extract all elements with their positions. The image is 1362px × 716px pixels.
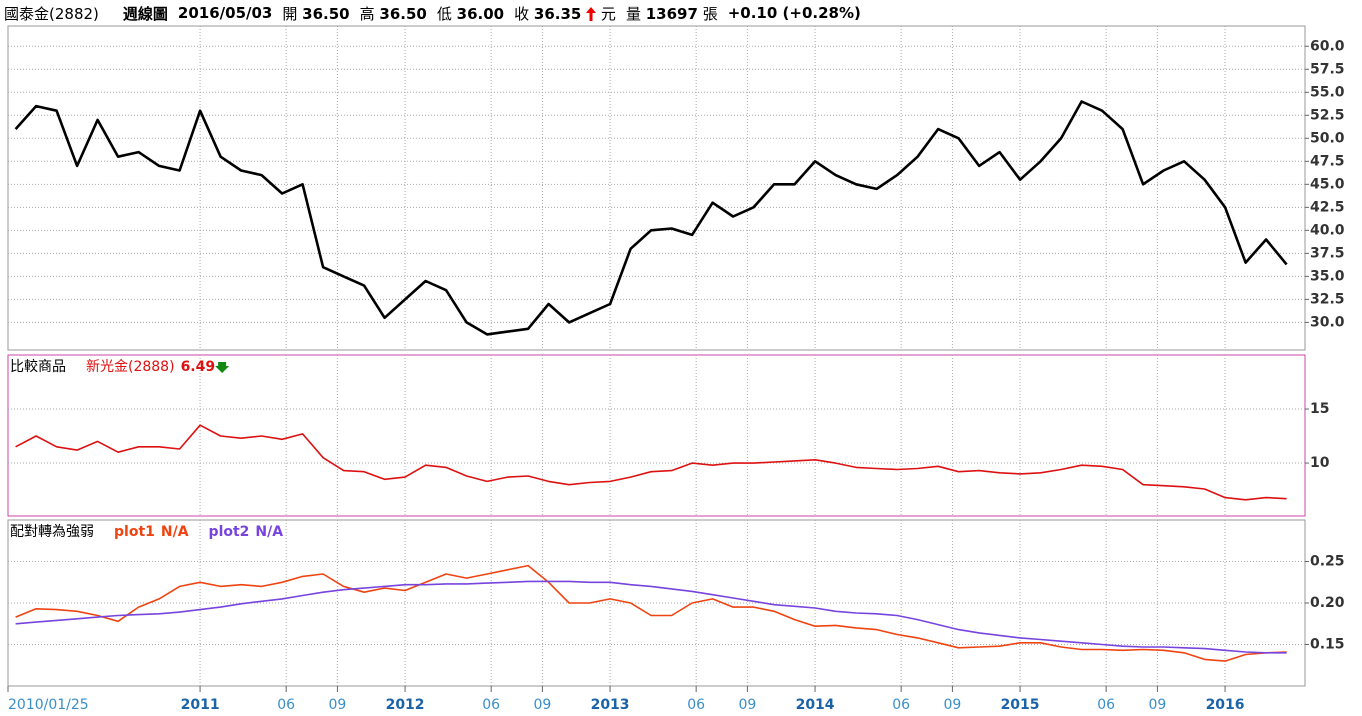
y-tick-label: 45.0 xyxy=(1310,176,1345,192)
unit: 張 xyxy=(702,4,718,23)
x-tick-label: 06 xyxy=(1097,697,1115,713)
y-tick-label: 60.0 xyxy=(1310,38,1345,54)
field: 開 36.50 xyxy=(282,3,349,24)
x-tick-label: 06 xyxy=(892,697,910,713)
y-tick-label: 40.0 xyxy=(1310,222,1345,238)
x-tick-label: 2015 xyxy=(1001,697,1040,713)
panel-frame xyxy=(7,354,1306,517)
legend-value: 6.49 xyxy=(181,359,216,375)
y-tick-label: 55.0 xyxy=(1310,84,1345,100)
y-tick-label: 10 xyxy=(1310,455,1330,471)
y-tick-label: 47.5 xyxy=(1310,153,1345,169)
x-tick-label: 2014 xyxy=(796,697,835,713)
y-tick-label: 32.5 xyxy=(1310,291,1345,307)
legend-name: plot2 xyxy=(209,524,250,540)
y-tick-label: 0.20 xyxy=(1310,595,1345,611)
x-tick-label: 2011 xyxy=(181,697,220,713)
field-value: 36.00 xyxy=(456,4,505,23)
field-label: 收 xyxy=(514,4,530,23)
y-tick-label: 35.0 xyxy=(1310,268,1345,284)
x-tick-label: 06 xyxy=(482,697,500,713)
y-tick-label: 50.0 xyxy=(1310,130,1345,146)
x-tick-label: 09 xyxy=(739,697,757,713)
x-tick-label: 09 xyxy=(329,697,347,713)
field: 高 36.50 xyxy=(360,3,427,24)
legend-status: N/A xyxy=(161,524,189,540)
unit: 元 xyxy=(600,4,616,23)
x-tick-label: 2016 xyxy=(1206,697,1245,713)
y-tick-label: 37.5 xyxy=(1310,245,1345,261)
y-tick-label: 0.25 xyxy=(1310,554,1345,570)
legend-status: N/A xyxy=(255,524,283,540)
series-line xyxy=(15,424,1287,501)
field-label: 高 xyxy=(359,4,375,23)
volume-label: 量 xyxy=(625,4,641,23)
field: 低 36.00 xyxy=(437,3,504,24)
series-line xyxy=(15,564,1287,662)
panel-legend: 配對轉為強弱 plot1 N/A plot2 N/A xyxy=(10,524,283,540)
down-arrow xyxy=(215,362,230,373)
field-value: 36.50 xyxy=(379,4,427,23)
up-arrow xyxy=(586,7,597,21)
field-label: 低 xyxy=(436,4,452,23)
legend-name: 新光金(2888) xyxy=(86,359,175,375)
panel-legend: 比較商品 新光金(2888) 6.49 xyxy=(10,359,215,375)
series-line xyxy=(15,580,1287,654)
field-value: 36.35 xyxy=(533,4,582,23)
volume: 量 13697 張 xyxy=(626,3,718,24)
y-tick-label: 15 xyxy=(1310,401,1329,417)
y-tick-label: 52.5 xyxy=(1310,107,1345,123)
legend-name: plot1 xyxy=(114,524,155,540)
x-tick-label: 06 xyxy=(277,697,295,713)
x-tick-label: 09 xyxy=(943,697,961,713)
field-label: 開 xyxy=(282,4,298,23)
x-tick-label: 09 xyxy=(534,697,552,713)
date: 2016/05/03 xyxy=(177,4,273,22)
x-tick-label: 2012 xyxy=(386,697,425,713)
header: 國泰金(2882) 週線圖 2016/05/03 開 36.50 高 36.50… xyxy=(4,2,861,24)
x-tick-label: 09 xyxy=(1148,697,1166,713)
y-tick-label: 42.5 xyxy=(1310,199,1345,215)
y-tick-label: 57.5 xyxy=(1310,61,1345,77)
field: 收 36.35 元 xyxy=(514,3,616,24)
x-tick-label: 06 xyxy=(687,697,705,713)
x-tick-label: 2010/01/25 xyxy=(8,697,89,713)
panel-title: 比較商品 xyxy=(10,359,66,375)
change: +0.10 (+0.28%) xyxy=(727,4,861,22)
panel-title: 配對轉為強弱 xyxy=(10,524,94,540)
period: 週線圖 xyxy=(122,4,168,23)
y-tick-label: 0.15 xyxy=(1310,637,1345,653)
series-line xyxy=(14,100,1288,336)
field-value: 36.50 xyxy=(302,4,350,23)
stock-name: 國泰金(2882) xyxy=(4,4,99,23)
y-tick-label: 30.0 xyxy=(1310,314,1345,330)
volume-value: 13697 xyxy=(645,4,698,23)
x-tick-label: 2013 xyxy=(591,697,630,713)
panel-frame xyxy=(7,25,1306,351)
